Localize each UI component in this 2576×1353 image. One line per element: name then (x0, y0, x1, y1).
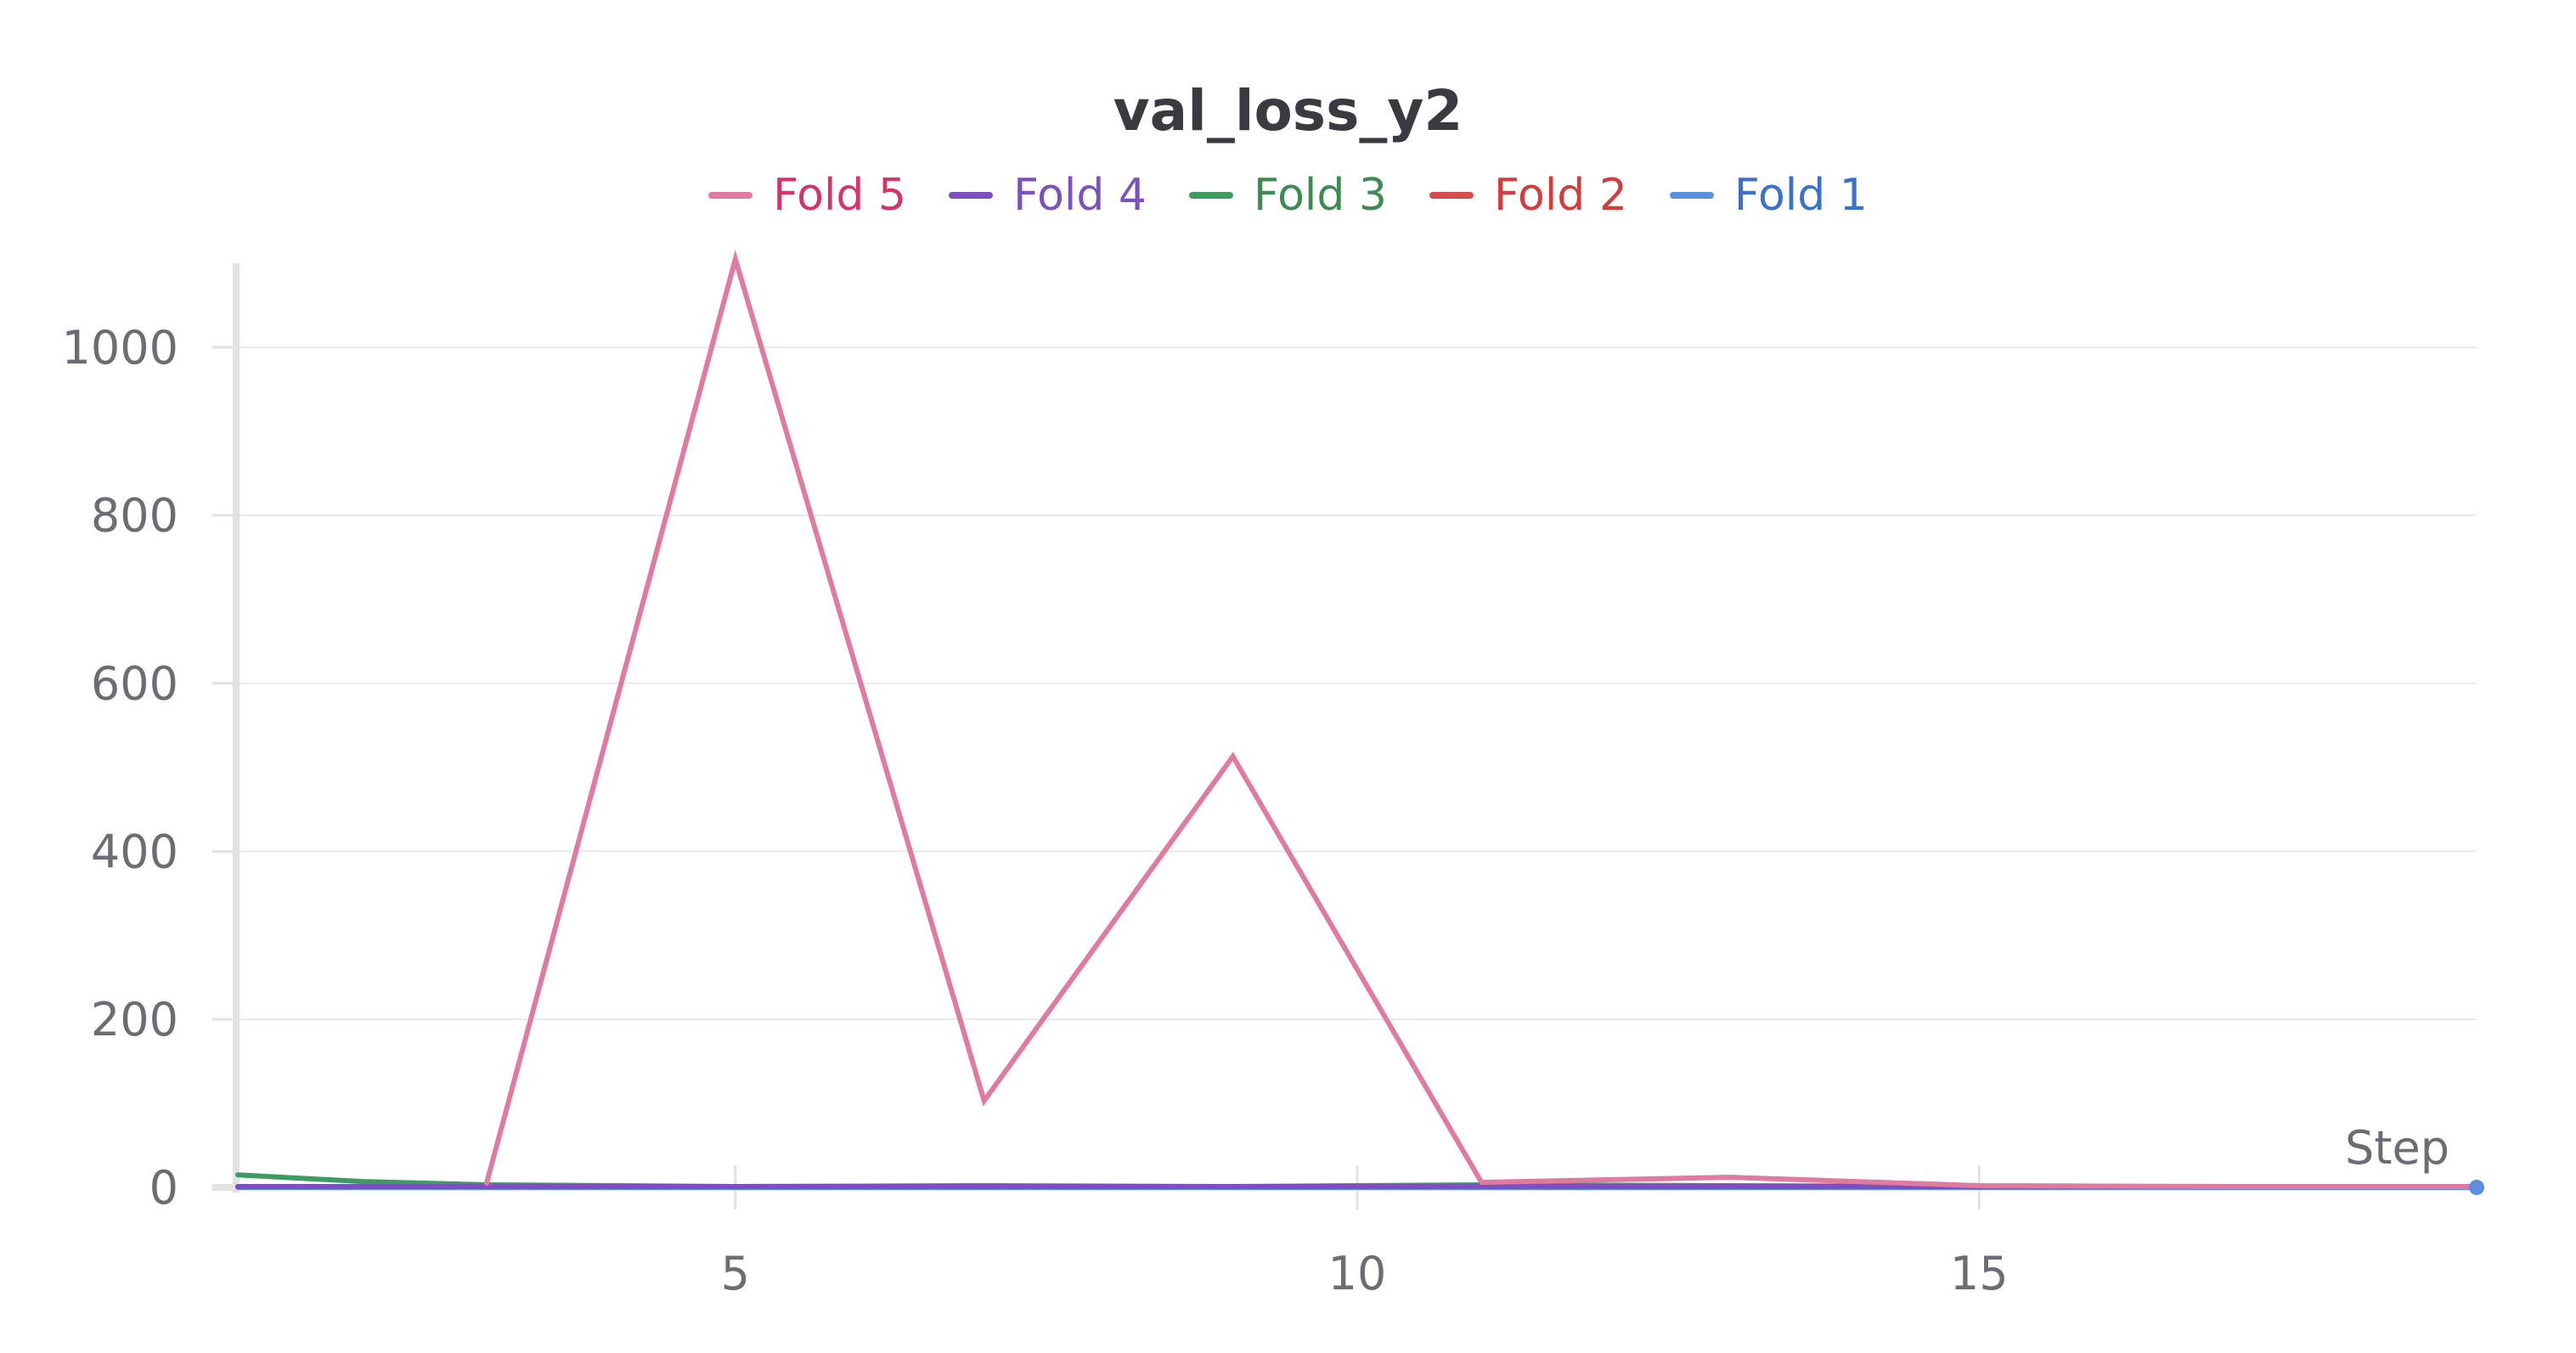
y-tick-label: 0 (149, 1161, 178, 1215)
x-tick-label: 10 (1328, 1247, 1387, 1300)
chart-title: val_loss_y2 (1113, 78, 1463, 144)
legend-label: Fold 5 (773, 170, 907, 221)
y-tick-label: 600 (91, 657, 178, 711)
legend-swatch (1189, 192, 1234, 199)
y-tick-label: 400 (91, 825, 178, 878)
legend-label: Fold 3 (1254, 170, 1387, 221)
series-line-fold-5 (483, 250, 2479, 1189)
y-tick-label: 200 (91, 993, 178, 1046)
legend-label: Fold 4 (1013, 170, 1147, 221)
legend-swatch (708, 192, 753, 199)
chart-legend: Fold 5 Fold 4 Fold 3 Fold 2 Fold 1 (0, 170, 2576, 221)
legend-label: Fold 1 (1733, 170, 1868, 221)
legend-item-fold-4[interactable]: Fold 4 (949, 170, 1147, 221)
legend-item-fold-2[interactable]: Fold 2 (1429, 170, 1627, 221)
y-tick-label: 800 (91, 489, 178, 543)
x-axis-label: Step (2345, 1121, 2449, 1175)
series-point-fold-1 (2469, 1180, 2484, 1195)
legend-item-fold-1[interactable]: Fold 1 (1669, 170, 1868, 221)
x-tick-label: 15 (1950, 1247, 2009, 1300)
legend-swatch (1429, 192, 1474, 199)
x-tick-label: 5 (721, 1247, 750, 1300)
legend-swatch (949, 192, 994, 199)
legend-item-fold-5[interactable]: Fold 5 (708, 170, 906, 221)
legend-label: Fold 2 (1493, 170, 1627, 221)
legend-item-fold-3[interactable]: Fold 3 (1189, 170, 1387, 221)
legend-swatch (1669, 192, 1714, 199)
y-tick-label: 1000 (62, 321, 178, 375)
